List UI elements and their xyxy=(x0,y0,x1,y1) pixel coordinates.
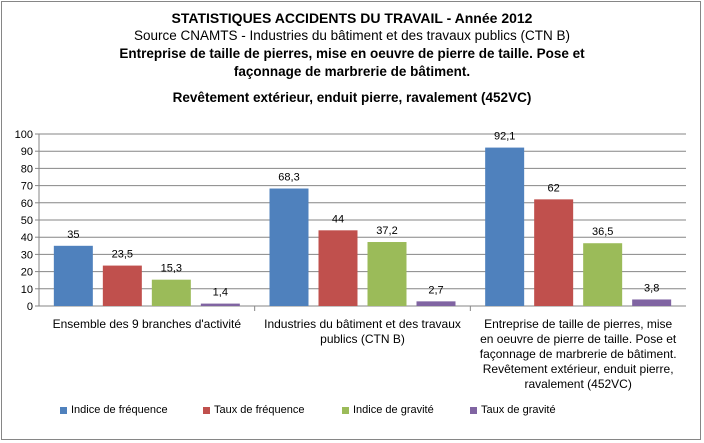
bar xyxy=(102,265,142,306)
y-tick-label: 10 xyxy=(21,284,33,296)
legend-swatch xyxy=(203,406,210,414)
data-label: 68,3 xyxy=(278,172,299,184)
data-label: 23,5 xyxy=(112,249,133,261)
data-label: 36,5 xyxy=(592,226,613,238)
x-category-label-line: Ensemble des 9 branches d'activité xyxy=(52,317,242,331)
bar xyxy=(534,199,574,306)
chart-title: STATISTIQUES ACCIDENTS DU TRAVAIL - Anné… xyxy=(171,10,533,26)
legend-swatch xyxy=(470,406,477,414)
x-category-label: Ensemble des 9 branches d'activité xyxy=(39,317,254,332)
bar xyxy=(416,301,456,306)
chart-subtitle-line-2: façonnage de marbrerie de bâtiment. xyxy=(233,64,471,79)
legend-label: Taux de gravité xyxy=(481,404,556,416)
data-label: 92,1 xyxy=(494,131,515,143)
y-tick-label: 100 xyxy=(15,129,33,141)
chart-subtitle-line-1: Entreprise de taille de pierres, mise en… xyxy=(119,46,585,61)
data-label: 3,8 xyxy=(644,282,659,294)
legend-swatch xyxy=(342,406,349,414)
legend-item: Indice de gravité xyxy=(342,404,434,416)
x-category-label: Industries du bâtiment et des travaux pub… xyxy=(255,317,470,347)
legend-item: Indice de fréquence xyxy=(60,404,168,416)
legend-item: Taux de fréquence xyxy=(203,404,305,416)
data-label: 35 xyxy=(67,229,79,241)
bar xyxy=(53,245,93,306)
data-label: 15,3 xyxy=(161,263,182,275)
bar xyxy=(318,230,358,306)
y-tick-label: 90 xyxy=(21,146,33,158)
chart-subtitle-source: Source CNAMTS - Industries du bâtiment e… xyxy=(134,28,570,43)
x-category-label: Entreprise de taille de pierres, mise en … xyxy=(468,317,688,392)
bar xyxy=(269,188,309,306)
bar xyxy=(367,242,407,306)
data-label: 1,4 xyxy=(213,287,228,299)
bar xyxy=(583,243,623,306)
y-tick-label: 70 xyxy=(21,181,33,193)
x-category-label-line: Revêtement extérieur, enduit pierre, xyxy=(482,362,674,376)
chart-title-block: STATISTIQUES ACCIDENTS DU TRAVAIL - Anné… xyxy=(0,10,704,107)
y-tick-label: 20 xyxy=(21,267,33,279)
legend-swatch xyxy=(60,406,67,414)
bar xyxy=(151,279,191,306)
y-tick-label: 0 xyxy=(27,301,33,313)
bar xyxy=(485,147,525,306)
x-category-label-line: publics (CTN B) xyxy=(320,332,405,346)
bar xyxy=(632,299,672,306)
legend-label: Indice de fréquence xyxy=(71,404,168,416)
data-label: 2,7 xyxy=(428,284,443,296)
y-tick-label: 50 xyxy=(21,215,33,227)
data-label: 44 xyxy=(332,213,344,225)
legend-item: Taux de gravité xyxy=(470,404,556,416)
x-category-label-line: Entreprise de taille de pierres, mise xyxy=(484,317,673,331)
y-tick-label: 30 xyxy=(21,249,33,261)
data-label: 62 xyxy=(548,182,560,194)
y-tick-label: 40 xyxy=(21,232,33,244)
x-category-label-line: Industries du bâtiment et des travaux xyxy=(264,317,461,331)
x-category-label-line: façonnage de marbrerie de bâtiment. xyxy=(479,347,677,361)
bar xyxy=(200,303,240,306)
x-category-label-line: en oeuvre de pierre de taille. Pose et xyxy=(480,332,677,346)
legend-label: Indice de gravité xyxy=(353,404,434,416)
y-tick-label: 80 xyxy=(21,163,33,175)
legend-label: Taux de fréquence xyxy=(214,404,305,416)
x-category-label-line: ravalement (452VC) xyxy=(524,377,632,391)
y-tick-label: 60 xyxy=(21,198,33,210)
chart-subtitle-line-3: Revêtement extérieur, enduit pierre, rav… xyxy=(172,90,532,105)
data-label: 37,2 xyxy=(376,225,397,237)
